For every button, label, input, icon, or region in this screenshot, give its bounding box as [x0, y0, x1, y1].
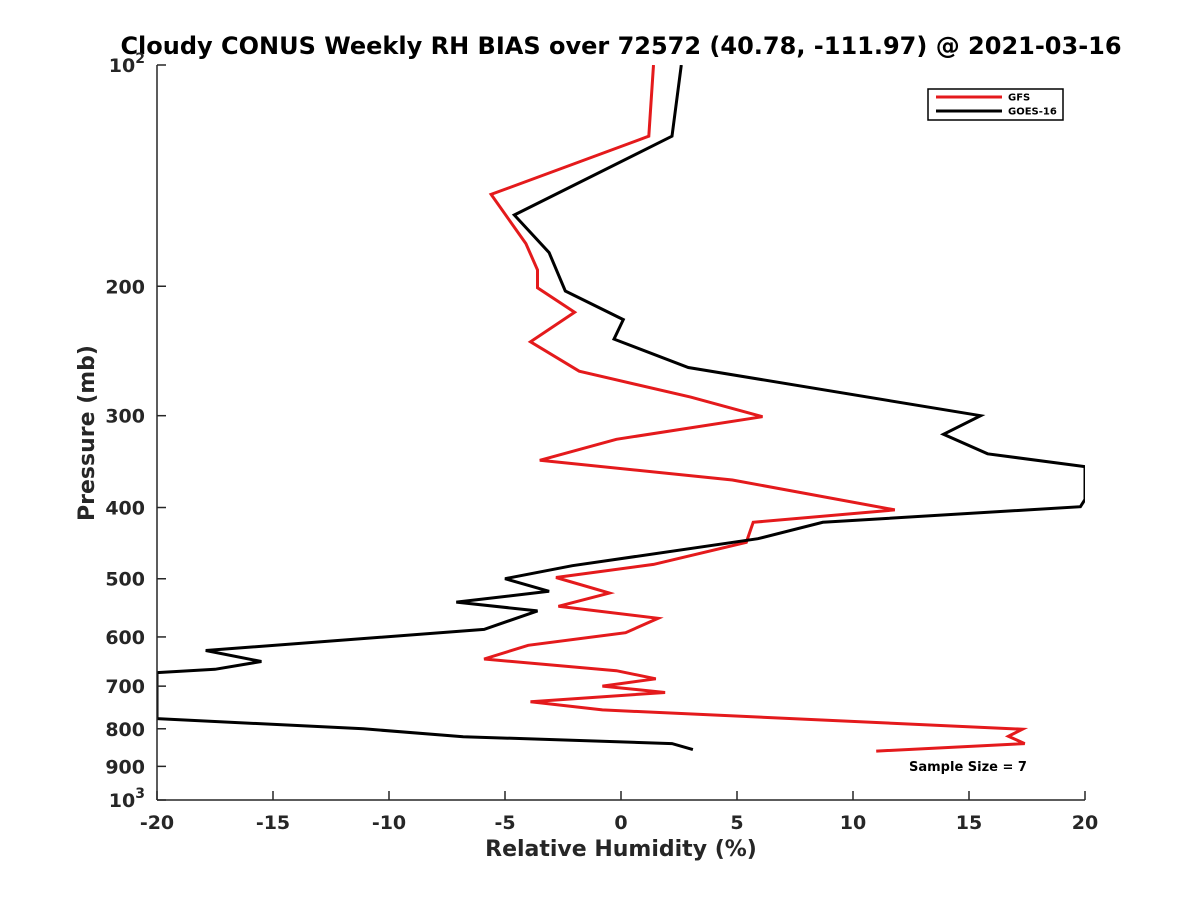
series-line-gfs	[483, 65, 1029, 753]
y-axis-label: Pressure (mb)	[75, 345, 100, 521]
x-tick-label: 0	[614, 812, 627, 834]
series-line-goes-16	[157, 65, 1085, 752]
y-tick-exponent: 3	[135, 786, 145, 802]
x-tick-label: -15	[256, 812, 290, 834]
x-tick-label: -10	[372, 812, 406, 834]
legend: GFS GOES-16	[927, 88, 1064, 121]
y-tick-base: 10	[109, 55, 135, 77]
y-tick-label: 102	[109, 51, 145, 77]
y-tick-label: 900	[105, 756, 145, 778]
x-tick-label: -5	[494, 812, 515, 834]
y-tick-label: 700	[105, 676, 145, 698]
y-tick-label: 300	[105, 406, 145, 428]
y-tick-label: 600	[105, 627, 145, 649]
y-tick-label: 800	[105, 719, 145, 741]
y-tick-label: 200	[105, 276, 145, 298]
series-layer	[157, 65, 1085, 753]
legend-box	[927, 88, 1064, 121]
chart-title: Cloudy CONUS Weekly RH BIAS over 72572 (…	[120, 32, 1121, 60]
x-tick-label: 10	[840, 812, 866, 834]
legend-label: GOES-16	[1008, 107, 1057, 118]
x-tick-label: 15	[956, 812, 982, 834]
x-axis-ticks: -20 -15 -10 -5 0 5 10 15 20	[140, 791, 1098, 834]
y-tick-base: 10	[109, 790, 135, 812]
x-tick-label: -20	[140, 812, 174, 834]
sample-size-annotation: Sample Size = 7	[909, 760, 1027, 775]
x-axis-label: Relative Humidity (%)	[485, 837, 757, 862]
legend-label: GFS	[1008, 93, 1030, 104]
y-tick-label: 103	[109, 786, 145, 812]
y-tick-exponent: 2	[135, 51, 145, 67]
y-tick-label: 500	[105, 569, 145, 591]
x-tick-label: 20	[1072, 812, 1098, 834]
y-tick-label: 400	[105, 498, 145, 520]
x-tick-label: 5	[730, 812, 743, 834]
